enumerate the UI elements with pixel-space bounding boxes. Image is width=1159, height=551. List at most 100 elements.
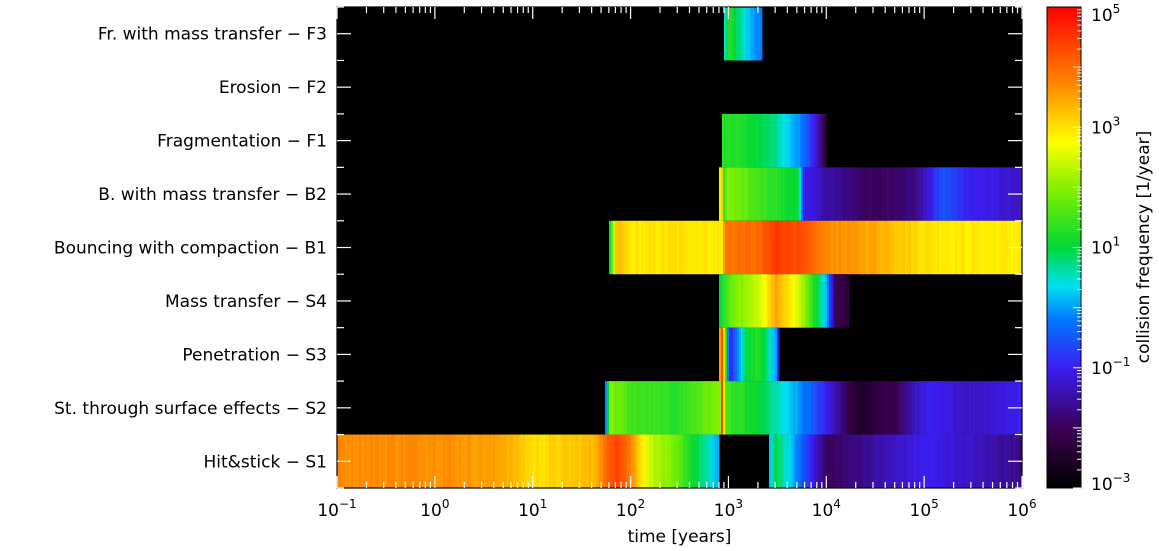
heatmap-cell — [735, 167, 738, 221]
heatmap-cell — [973, 434, 976, 488]
heatmap-cell — [689, 434, 692, 488]
heatmap-cell — [755, 167, 758, 221]
heatmap-cell — [495, 434, 498, 488]
heatmap-cell — [673, 220, 676, 275]
heatmap-cell — [925, 167, 928, 221]
heatmap-cell — [611, 434, 614, 488]
heatmap-cell — [649, 220, 652, 275]
heatmap-cell — [533, 434, 536, 488]
heatmap-cell — [927, 381, 930, 435]
heatmap-cell — [861, 167, 864, 221]
heatmap-cell — [847, 220, 850, 275]
heatmap-cell — [799, 167, 802, 221]
heatmap-cell — [763, 381, 766, 435]
heatmap-cell — [939, 381, 942, 435]
heatmap-cell — [809, 167, 812, 221]
heatmap-cell — [843, 220, 846, 275]
heatmap-cell — [737, 220, 740, 275]
heatmap-cell — [855, 220, 858, 275]
heatmap-cell — [745, 274, 748, 328]
heatmap-cell — [465, 434, 468, 488]
heatmap-cell — [1003, 167, 1006, 221]
heatmap-cell — [813, 274, 816, 328]
heatmap-cell — [764, 113, 767, 168]
heatmap-cell — [711, 434, 714, 488]
heatmap-cell — [665, 220, 668, 275]
heatmap-cell — [657, 220, 660, 275]
heatmap-cell — [923, 167, 926, 221]
heatmap-cell — [731, 167, 734, 221]
heatmap-cell — [553, 434, 556, 488]
heatmap-cell — [445, 434, 448, 488]
heatmap-cell — [792, 113, 795, 168]
heatmap-cell — [717, 220, 720, 275]
heatmap-cell — [907, 381, 910, 435]
heatmap-cell — [637, 381, 640, 435]
heatmap-cell — [815, 274, 818, 328]
heatmap-cell — [991, 220, 994, 275]
heatmap-cell — [821, 274, 824, 328]
heatmap-cell — [439, 434, 442, 488]
heatmap-cell — [915, 220, 918, 275]
heatmap-cell — [835, 434, 838, 488]
heatmap-cell — [907, 220, 910, 275]
heatmap-cell — [791, 220, 794, 275]
heatmap-cell — [723, 274, 726, 328]
heatmap-cell — [937, 434, 940, 488]
heatmap-cell — [845, 167, 848, 221]
heatmap-cell — [841, 167, 844, 221]
heatmap-cell — [861, 220, 864, 275]
heatmap-cell — [557, 434, 560, 488]
heatmap-cell — [889, 220, 892, 275]
heatmap-cell — [705, 434, 708, 488]
heatmap-cell — [715, 220, 718, 275]
heatmap-cell — [883, 434, 886, 488]
heatmap-cell — [581, 434, 584, 488]
heatmap-cell — [747, 381, 750, 435]
heatmap-cell — [373, 434, 376, 488]
heatmap-cell — [776, 113, 779, 168]
heatmap-cell — [409, 434, 412, 488]
heatmap-cell — [997, 167, 1000, 221]
heatmap-cell — [807, 274, 810, 328]
heatmap-cell — [555, 434, 558, 488]
heatmap-cell — [835, 220, 838, 275]
heatmap-cell — [779, 220, 782, 275]
heatmap-cell — [921, 381, 924, 435]
heatmap-cell — [765, 381, 768, 435]
heatmap-cell — [726, 7, 729, 61]
heatmap-cell — [909, 220, 912, 275]
heatmap-cell — [619, 220, 622, 275]
heatmap-cell — [893, 220, 896, 275]
heatmap-cell — [459, 434, 462, 488]
heatmap-cell — [661, 381, 664, 435]
heatmap-cell — [833, 220, 836, 275]
heatmap-cell — [749, 220, 752, 275]
heatmap-cell — [597, 434, 600, 488]
heatmap-cell — [744, 113, 747, 168]
heatmap-cell — [899, 167, 902, 221]
heatmap-cell — [957, 167, 960, 221]
heatmap-cell — [647, 220, 650, 275]
heatmap-cell — [905, 167, 908, 221]
heatmap-cell — [963, 220, 966, 275]
heatmap-cell — [441, 434, 444, 488]
heatmap-cell — [797, 381, 800, 435]
heatmap-cell — [959, 381, 962, 435]
heatmap-cell — [774, 113, 777, 168]
heatmap-cell — [707, 434, 710, 488]
heatmap-cell — [921, 220, 924, 275]
heatmap-cell — [759, 327, 762, 382]
heatmap-cell — [853, 434, 856, 488]
heatmap-cell — [827, 167, 830, 221]
heatmap-cell — [947, 381, 950, 435]
heatmap-cell — [999, 434, 1002, 488]
heatmap-cell — [725, 381, 728, 435]
heatmap-cell — [935, 434, 938, 488]
heatmap-cell — [967, 434, 970, 488]
heatmap-cell — [875, 220, 878, 275]
heatmap-cell — [730, 7, 733, 61]
heatmap-cell — [793, 274, 796, 328]
heatmap-cell — [859, 167, 862, 221]
heatmap-cell — [762, 113, 765, 168]
